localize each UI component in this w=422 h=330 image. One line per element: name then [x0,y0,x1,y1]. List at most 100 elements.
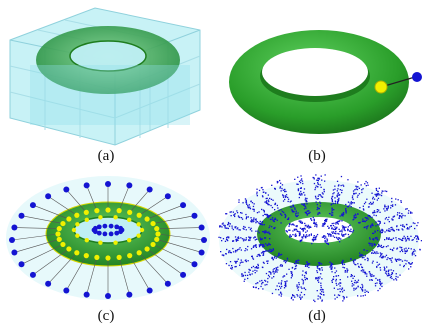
panel-d-figure [218,174,422,303]
panel-c-figure [6,176,210,300]
probe-anchor-yellow [374,80,388,94]
probe-tip [11,249,18,256]
inner-point-ray [310,216,318,228]
probe-tip [18,212,25,219]
panel-b: (b) [211,0,422,164]
probe-line [156,227,202,229]
probe-anchor [74,250,80,256]
inner-point-ray [333,228,355,233]
probe-anchor [154,226,160,232]
probe-tip [164,280,171,287]
probe-tip [83,291,90,298]
inner-probe-tip [108,223,114,229]
panel-d: (d) [211,166,422,324]
inner-probe-tip [96,224,102,230]
point-ray [225,210,276,230]
caption-b: (b) [308,148,326,164]
probe-anchor [105,255,111,261]
probe-line [32,248,70,276]
probe-line [138,252,169,284]
panel-a: (a) [0,0,211,164]
caption-c: (c) [97,308,115,324]
inner-point-ray [289,230,308,238]
probe-tip [198,224,205,231]
point-ray [363,208,413,230]
point-ray [218,236,271,242]
probe-anchor [150,241,156,248]
probe-tip [11,224,18,231]
probe-line [66,255,87,291]
probe-tip [45,280,52,287]
probe-line [86,185,98,211]
inner-point-ray [331,224,351,230]
probe-tip [146,186,153,193]
torus-c [45,201,171,267]
probe-anchor [127,209,133,215]
probe-anchor [136,212,142,218]
probe-anchor [155,231,161,237]
point-ray [372,222,419,234]
probe-tip [191,212,198,219]
inner-point-ray [327,220,343,229]
probe-tip [63,287,70,294]
inner-probe-anchor [136,233,141,238]
probe-line [152,244,195,265]
probe-line [66,189,87,213]
probe-anchor [116,208,122,214]
probe-anchor [105,207,111,213]
point-cloud [218,174,422,303]
point-ray [271,259,300,297]
inner-point-ray [285,228,305,233]
inner-probe-anchor [75,222,80,227]
inner-point-ray [321,218,328,227]
inner-point-ray [298,220,312,229]
probe-tip [29,271,36,278]
probe-anchor [144,216,150,222]
probe-line [21,244,64,265]
panel-b-figure [229,30,422,134]
point-ray [312,174,326,216]
probe-anchor [127,253,133,259]
inner-point-ray [331,230,350,238]
probe-tip [164,193,171,200]
panel-a-figure [9,7,201,146]
inner-probe-anchor [139,227,145,233]
point-ray [341,259,369,297]
point-ray [369,235,422,243]
probe-line [118,185,130,211]
probe-tip [146,287,153,294]
inner-probe-anchor [136,222,141,227]
probe-anchor [60,220,66,227]
probe-anchor [136,250,142,256]
probe-line [139,195,169,216]
inner-point-ray [327,233,342,243]
probe-tip [126,182,133,189]
probe-tip [201,237,207,243]
probe-tip [45,193,52,200]
inner-point-ray [311,233,319,245]
point-ray [238,198,282,224]
probe-line [47,195,77,216]
probe-line [157,233,205,241]
inner-probe-anchor [75,233,80,238]
inner-probe-tip [118,229,124,235]
point-ray [329,261,348,302]
torus-d [257,202,381,266]
probe-line [156,239,202,253]
probe-anchor [56,226,62,232]
point-ray [252,257,289,290]
inner-probe-tip [102,223,108,229]
probe-anchor [55,231,61,237]
inner-probe-anchor [98,240,103,245]
probe-tip [180,271,187,278]
probe-tip [83,182,90,189]
probe-tip [18,261,25,268]
probe-line [152,215,195,224]
inner-probe-anchor [84,237,90,243]
probe-line [146,204,184,220]
inner-point-ray [288,223,306,230]
inner-probe-tip [108,231,114,237]
probe-tip-blue [412,72,422,82]
inner-point-ray [321,235,329,245]
inner-probe-anchor [84,217,90,223]
